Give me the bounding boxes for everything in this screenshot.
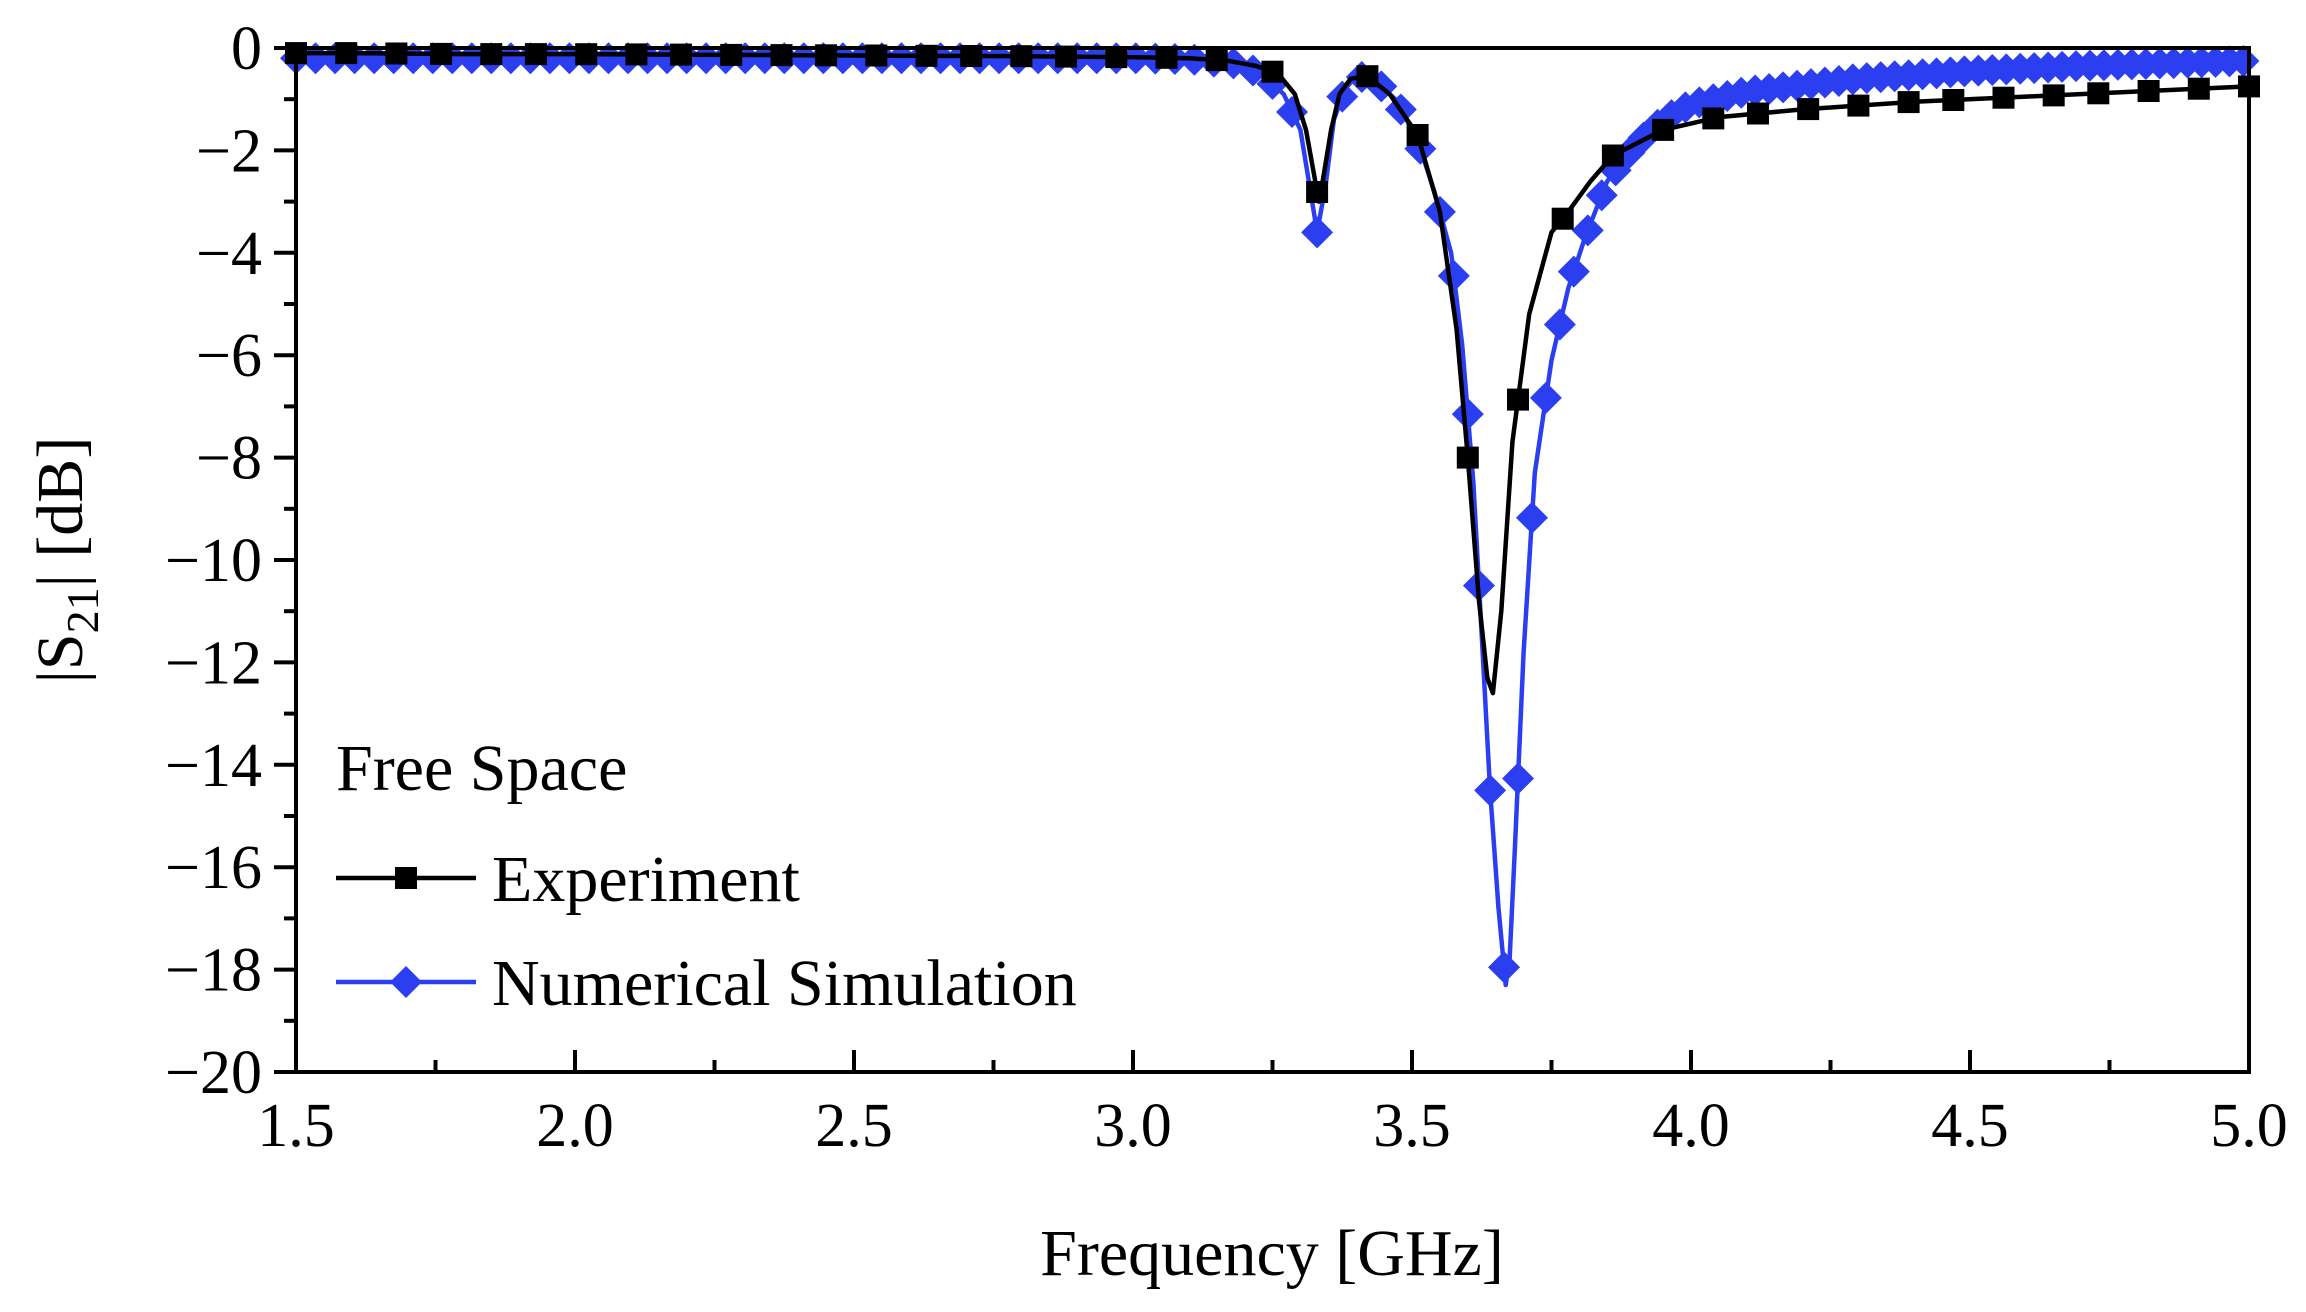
simulation-marker: [1437, 259, 1470, 292]
legend-marker: [390, 966, 422, 998]
simulation-marker: [299, 42, 332, 75]
simulation-marker: [1474, 774, 1507, 807]
simulation-marker: [1529, 381, 1562, 414]
experiment-marker: [1306, 181, 1329, 203]
experiment-marker: [1456, 446, 1479, 469]
legend-entry-experiment: Experiment: [336, 843, 800, 916]
experiment-line: [296, 50, 2250, 696]
experiment-marker: [1105, 46, 1128, 69]
y-tick-label: −20: [165, 1039, 262, 1107]
simulation-marker: [1571, 214, 1604, 247]
simulation-marker: [885, 42, 918, 75]
experiment-marker: [1601, 144, 1624, 167]
experiment-marker: [1847, 94, 1870, 117]
plot-frame: [294, 46, 2251, 1074]
y-axis-title: |S21| [dB]: [24, 437, 108, 684]
simulation-marker: [455, 42, 488, 75]
experiment-marker: [915, 44, 938, 67]
experiment-marker: [2187, 77, 2210, 100]
experiment-marker: [2042, 84, 2065, 107]
legend-entry-simulation: Numerical Simulation: [336, 947, 1077, 1020]
experiment-marker: [1897, 91, 1920, 114]
experiment-marker: [1652, 118, 1675, 141]
simulation-marker: [787, 42, 820, 75]
simulation-marker: [2227, 44, 2260, 77]
legend: Free Space Experiment Numerical Simulation: [336, 732, 1077, 1020]
y-title-prefix: |S: [24, 633, 97, 683]
x-tick-label: 1.5: [257, 1092, 335, 1160]
experiment-marker: [1747, 102, 1769, 125]
y-tick-label: −10: [165, 527, 262, 595]
experiment-marker: [1261, 60, 1284, 83]
y-title-suffix: | [dB]: [24, 437, 97, 588]
experiment-marker: [1406, 124, 1429, 146]
y-tick-label: −12: [165, 629, 262, 697]
series-layer: [280, 42, 2260, 988]
experiment-marker: [2137, 80, 2160, 102]
x-tick-label: 2.0: [536, 1092, 614, 1160]
simulation-marker: [1557, 255, 1590, 288]
experiment-marker: [960, 45, 983, 67]
y-tick-label: 0: [231, 15, 262, 83]
simulation-marker: [1451, 398, 1484, 431]
experiment-marker: [2087, 82, 2110, 105]
x-tick-label: 4.0: [1652, 1092, 1730, 1160]
simulation-marker: [1326, 80, 1359, 113]
simulation-marker: [1515, 501, 1548, 534]
experiment-marker: [1942, 89, 1965, 111]
experiment-marker: [1992, 86, 2015, 109]
y-tick-label: −14: [165, 732, 262, 800]
experiment-marker: [1055, 45, 1077, 68]
y-tick-label: −8: [196, 425, 262, 493]
y-tick-label: −2: [196, 117, 262, 185]
experiment-marker: [1507, 388, 1529, 411]
experiment-marker: [1702, 107, 1725, 130]
simulation-marker: [1301, 216, 1334, 249]
y-tick-label: −4: [196, 220, 262, 288]
y-tick-label: −6: [196, 322, 262, 390]
simulation-marker: [1543, 308, 1576, 341]
x-tick-label: 3.0: [1094, 1092, 1172, 1160]
y-tick-label: −18: [165, 937, 262, 1005]
experiment-marker: [1155, 46, 1178, 69]
x-tick-label: 3.5: [1373, 1092, 1451, 1160]
legend-label: Experiment: [492, 843, 800, 916]
experiment-marker: [1205, 49, 1228, 72]
y-title-subscript: 21: [57, 587, 108, 633]
experiment-marker: [1010, 45, 1033, 68]
simulation-marker: [690, 42, 723, 75]
x-tick-label: 5.0: [2210, 1092, 2288, 1160]
experiment-marker: [335, 42, 358, 65]
x-axis-title: Frequency [GHz]: [1040, 1217, 1504, 1290]
experiment-marker: [1551, 207, 1574, 230]
simulation-marker: [592, 42, 625, 75]
experiment-marker: [1797, 98, 1820, 121]
y-axis: 0 −2 −4 −6 −8 −10 −12 −14 −16 −18 −20: [165, 15, 296, 1107]
legend-marker: [395, 867, 417, 889]
legend-title: Free Space: [336, 732, 627, 805]
series-experiment: [285, 42, 2260, 696]
simulation-marker: [358, 42, 391, 75]
simulation-marker: [1488, 951, 1521, 984]
legend-label: Numerical Simulation: [492, 947, 1077, 1020]
experiment-marker: [385, 42, 408, 65]
x-tick-label: 2.5: [815, 1092, 893, 1160]
simulation-marker: [494, 42, 527, 75]
x-tick-label: 4.5: [1931, 1092, 2009, 1160]
experiment-marker: [1356, 65, 1379, 88]
simulation-marker: [1585, 179, 1618, 212]
x-axis: 1.5 2.0 2.5 3.0 3.5 4.0 4.5 5.0: [257, 1050, 2288, 1160]
simulation-marker: [1502, 762, 1535, 795]
y-tick-label: −16: [165, 834, 262, 902]
